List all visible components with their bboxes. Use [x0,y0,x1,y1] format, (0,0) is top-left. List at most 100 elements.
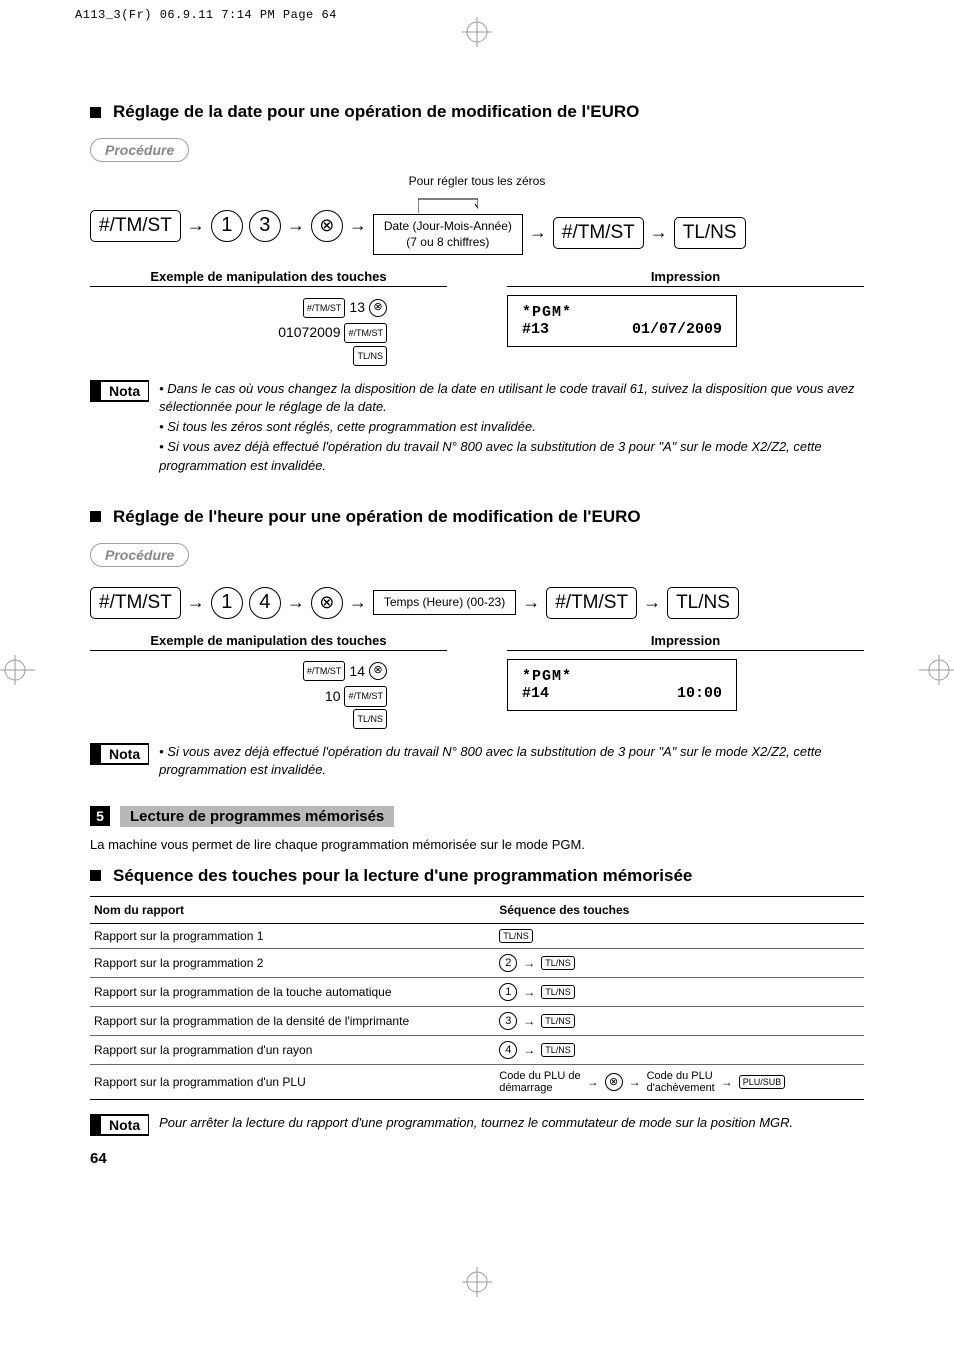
bullet-icon [90,107,101,118]
key-tlns-small: TL/NS [353,709,387,729]
key-tmst: #/TM/ST [90,587,181,619]
key-tlns-small: TL/NS [499,929,533,943]
key-tmst-small: #/TM/ST [344,686,387,706]
arrow-icon: → [349,592,367,613]
section2-title: Réglage de l'heure pour une opération de… [90,507,864,527]
plu-end-label: Code du PLUd'achèvement [647,1070,715,1094]
digit-1: 1 [211,587,243,619]
digit-key: 1 [499,983,517,1001]
nota-block-3: Nota Pour arrêter la lecture du rapport … [90,1114,864,1136]
key-tlns-small: TL/NS [541,1043,575,1057]
print-code: #13 [522,321,549,338]
report-name: Rapport sur la programmation de la touch… [90,977,495,1006]
arrow-icon: → [187,215,205,236]
nota-block-2: Nota • Si vous avez déjà effectué l'opér… [90,743,864,781]
section5-title: Lecture de programmes mémorisés [120,806,394,827]
section5-header: 5 Lecture de programmes mémorisés [90,806,864,827]
nota-text-1: • Dans le cas où vous changez la disposi… [159,380,864,477]
nota-tag: Nota [90,380,149,402]
nota-text-2: • Si vous avez déjà effectué l'opération… [159,743,864,781]
key-tmst-small: #/TM/ST [303,298,346,318]
section2-title-text: Réglage de l'heure pour une opération de… [113,507,641,527]
date-box-line1: Date (Jour-Mois-Année) [384,219,512,235]
crop-mark-top [0,17,954,52]
procedure-label-2: Procédure [90,543,189,567]
procedure-label: Procédure [90,138,189,162]
digit-1: 1 [211,210,243,242]
example-sequence-2: #/TM/ST 14 ⊗ 10 #/TM/ST TL/NS [90,659,447,730]
key-plusub: PLU/SUB [739,1075,786,1089]
section5-sub-text: Séquence des touches pour la lecture d'u… [113,866,692,886]
multiply-icon: ⊗ [311,210,343,242]
table-header-seq: Séquence des touches [495,896,864,923]
example-header: Exemple de manipulation des touches [90,269,447,287]
nota-item: Dans le cas où vous changez la dispositi… [159,381,854,414]
nota-tag: Nota [90,743,149,765]
digit-4: 4 [249,587,281,619]
arrow-icon: → [523,1014,535,1028]
key-tlns: TL/NS [674,217,746,249]
digit-key: 4 [499,1041,517,1059]
nota-label: Nota [100,744,149,764]
key-tlns-small: TL/NS [353,346,387,366]
table-row: Rapport sur la programmation de la densi… [90,1006,864,1035]
table-row: Rapport sur la programmation de la touch… [90,977,864,1006]
multiply-icon: ⊗ [605,1073,623,1091]
bullet-icon [90,870,101,881]
seq-num: 14 [349,659,365,684]
arrow-icon: → [523,956,535,970]
print-code: #14 [522,685,549,702]
seq-num: 01072009 [278,320,340,345]
print-output-2: *PGM* #14 10:00 [507,659,737,711]
table-header-name: Nom du rapport [90,896,495,923]
print-header: Impression [507,269,864,287]
arrow-icon: → [287,215,305,236]
multiply-icon: ⊗ [311,587,343,619]
example-sequence-1: #/TM/ST 13 ⊗ 01072009 #/TM/ST TL/NS [90,295,447,366]
key-tmst: #/TM/ST [90,210,181,242]
arrow-icon: → [529,222,547,243]
arrow-icon: → [523,985,535,999]
plu-start-label: Code du PLU dedémarrage [499,1070,580,1094]
arrow-icon: → [587,1075,599,1089]
key-tmst-small: #/TM/ST [344,323,387,343]
multiply-icon: ⊗ [369,299,387,317]
section-number: 5 [90,806,110,826]
report-name: Rapport sur la programmation d'un rayon [90,1035,495,1064]
date-box-line2: (7 ou 8 chiffres) [384,235,512,251]
nota-label: Nota [100,381,149,401]
print-line1: *PGM* [522,304,722,321]
report-name: Rapport sur la programmation 1 [90,923,495,948]
nota-tag: Nota [90,1114,149,1136]
nota-item: Si tous les zéros sont réglés, cette pro… [167,419,536,434]
branch-line-icon [418,196,478,214]
time-entry-box: Temps (Heure) (00-23) [373,590,516,616]
section1-title-text: Réglage de la date pour une opération de… [113,102,639,122]
section5-sub: Séquence des touches pour la lecture d'u… [90,866,864,886]
digit-key: 3 [499,1012,517,1030]
key-tlns: TL/NS [667,587,739,619]
arrow-icon: → [629,1075,641,1089]
key-tmst-2: #/TM/ST [546,587,637,619]
crop-mark-bottom [0,1267,954,1302]
arrow-icon: → [349,215,367,236]
arrow-icon: → [721,1075,733,1089]
nota-item: Si vous avez déjà effectué l'opération d… [159,439,821,472]
nota-text-3: Pour arrêter la lecture du rapport d'une… [159,1114,864,1132]
arrow-icon: → [522,592,540,613]
arrow-icon: → [523,1043,535,1057]
key-tlns-small: TL/NS [541,1014,575,1028]
date-entry-box: Date (Jour-Mois-Année) (7 ou 8 chiffres) [373,214,523,255]
arrow-icon: → [287,592,305,613]
table-row: Rapport sur la programmation 1 TL/NS [90,923,864,948]
seq-num: 10 [325,684,341,709]
table-row: Rapport sur la programmation 2 2→TL/NS [90,948,864,977]
print-value: 01/07/2009 [632,321,722,338]
report-table: Nom du rapport Séquence des touches Rapp… [90,896,864,1100]
print-header-2: Impression [507,633,864,651]
bullet-icon [90,511,101,522]
branch-label: Pour régler tous les zéros [90,174,864,188]
multiply-icon: ⊗ [369,662,387,680]
flow-row-2: #/TM/ST → 1 4 → ⊗ → Temps (Heure) (00-23… [90,587,864,619]
arrow-icon: → [650,222,668,243]
